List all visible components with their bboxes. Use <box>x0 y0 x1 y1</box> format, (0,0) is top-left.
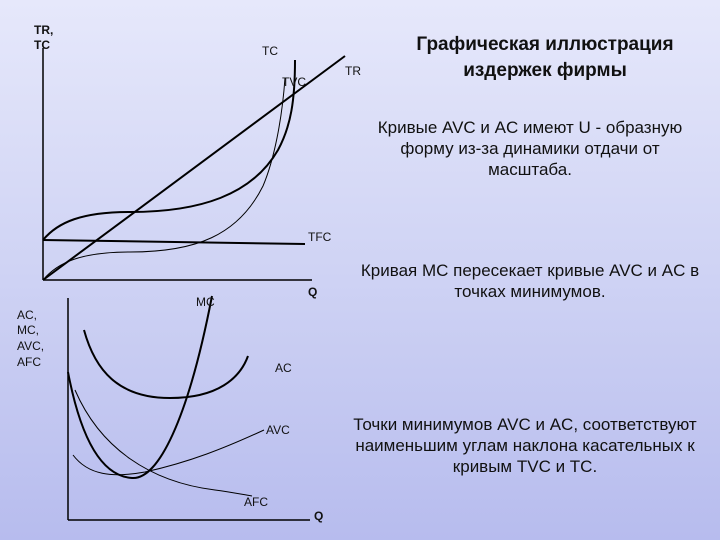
top-x-axis-label: Q <box>308 285 317 299</box>
tvc-label: TVC <box>282 75 306 89</box>
top-y-axis-label-line-2: TC <box>34 38 50 52</box>
slide-title: Графическая иллюстрация издержек фирмы <box>416 34 674 81</box>
afc-curve <box>74 389 253 497</box>
tr-line <box>42 55 346 281</box>
top-y-axis-label-line-1: TR, <box>34 23 53 37</box>
bottom-y-axis-label-line-2: MC, <box>17 323 39 337</box>
ac-label: AC <box>275 361 292 375</box>
bottom-y-axis-label-line-1: AC, <box>17 308 37 322</box>
note-tangent-slopes: Точки минимумов AVC и AC, соответствуют … <box>353 415 697 476</box>
mc-curve <box>67 295 213 480</box>
tfc-label: TFC <box>308 230 332 244</box>
average-cost-graph: AC, MC, AVC, AFC Q MC AC AVC AFC <box>17 295 323 523</box>
tr-label: TR <box>345 64 361 78</box>
total-cost-graph: TR, TC Q TC TVC TR TFC <box>34 23 361 299</box>
avc-curve <box>72 429 265 476</box>
afc-label: AFC <box>244 495 268 509</box>
mc-label: MC <box>196 295 215 309</box>
tfc-curve <box>42 239 306 245</box>
bottom-y-axis-label-line-4: AFC <box>17 355 41 369</box>
tc-label: TC <box>262 44 278 58</box>
bottom-x-axis-label: Q <box>314 509 323 523</box>
tvc-curve <box>42 77 286 281</box>
ac-curve <box>83 329 249 400</box>
avc-label: AVC <box>266 423 290 437</box>
bottom-y-axis-label-line-3: AVC, <box>17 339 44 353</box>
note-mc-intersection: Кривая MC пересекает кривые AVC и AC в т… <box>360 261 700 301</box>
note-u-shape: Кривые AVC и AC имеют U - образную форму… <box>377 118 683 179</box>
tc-curve <box>42 59 296 241</box>
